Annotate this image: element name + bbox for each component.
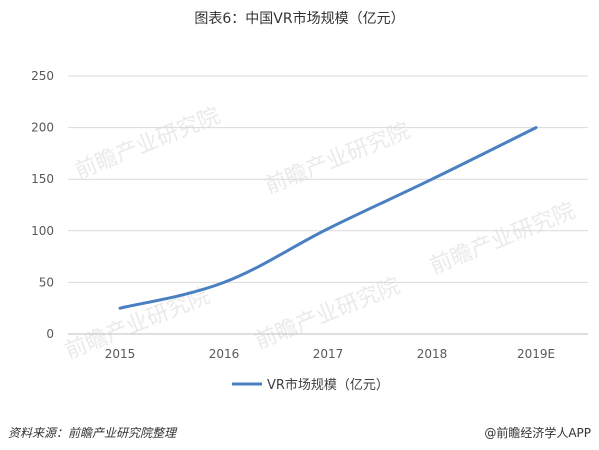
brand-credit: @前瞻经济学人APP <box>484 426 591 440</box>
y-tick-label: 200 <box>31 121 54 135</box>
y-axis: 0 50 100 150 200 250 <box>31 69 54 341</box>
x-tick-label: 2015 <box>105 347 136 361</box>
y-tick-label: 100 <box>31 224 54 238</box>
y-tick-label: 50 <box>39 275 54 289</box>
watermark-text: 前瞻产业研究院 <box>61 284 213 365</box>
y-tick-label: 250 <box>31 69 54 83</box>
legend-label: VR市场规模（亿元） <box>267 377 389 393</box>
y-tick-label: 0 <box>46 327 54 341</box>
source-note: 资料来源：前瞻产业研究院整理 <box>8 426 177 440</box>
x-tick-label: 2019E <box>517 347 555 361</box>
watermark-text: 前瞻产业研究院 <box>71 104 223 185</box>
series-layer <box>118 126 538 310</box>
watermark-text: 前瞻产业研究院 <box>426 199 578 280</box>
watermark-text: 前瞻产业研究院 <box>261 119 413 200</box>
x-tick-label: 2018 <box>417 347 448 361</box>
gridlines <box>68 75 588 335</box>
watermark-text: 前瞻产业研究院 <box>251 274 403 355</box>
x-tick-label: 2016 <box>209 347 240 361</box>
y-tick-label: 150 <box>31 172 54 186</box>
chart-title: 图表6：中国VR市场规模（亿元） <box>194 11 405 27</box>
x-tick-label: 2017 <box>313 347 344 361</box>
x-axis: 2015 2016 2017 2018 2019E <box>105 347 555 361</box>
legend: VR市场规模（亿元） <box>232 377 389 393</box>
